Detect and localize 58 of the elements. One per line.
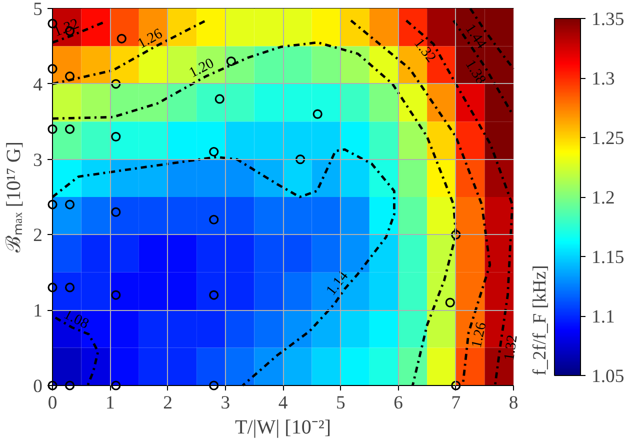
point: [451, 380, 461, 390]
annotation: 1.32: [410, 36, 439, 66]
x-tick-label: 1: [105, 392, 115, 414]
color-bar-label: 1.15: [592, 247, 624, 268]
point: [445, 298, 455, 308]
point: [312, 109, 322, 119]
point: [214, 94, 224, 104]
point: [111, 207, 121, 217]
point: [111, 132, 121, 142]
point: [48, 64, 58, 74]
y-tick-label: 2: [33, 225, 42, 246]
y-tick-label: 5: [33, 0, 42, 20]
point: [48, 200, 58, 210]
point: [451, 230, 461, 240]
annotation: 1.32: [52, 16, 82, 40]
color-bar-label: 1.2: [592, 188, 615, 208]
x-tick-label: 5: [336, 392, 346, 414]
annotation: 1.26: [135, 26, 166, 52]
annotation: 1.38: [462, 57, 489, 88]
color-bar-label: 1.35: [592, 9, 624, 30]
y-tick-label: 3: [33, 150, 42, 171]
point: [116, 34, 126, 44]
annotation: 1.08: [61, 306, 92, 332]
x-tick-label: 2: [163, 392, 172, 414]
color-bar-label: 1.05: [592, 366, 624, 387]
x-tick-label: 8: [508, 392, 518, 414]
point: [64, 72, 75, 82]
point: [48, 380, 58, 390]
point: [64, 200, 75, 210]
y-tick-label: 0: [33, 376, 42, 397]
color-bar-label: 1.1: [592, 306, 615, 328]
annotation: 1.20: [186, 55, 217, 82]
point: [64, 124, 75, 134]
point: [209, 380, 219, 390]
point: [111, 290, 121, 300]
point: [48, 124, 58, 134]
point: [111, 380, 121, 390]
x-tick-label: 6: [394, 392, 403, 414]
x-tick-label: 0: [48, 392, 58, 414]
x-tick-label: 4: [278, 392, 288, 414]
color-bar-label: 1.25: [592, 128, 624, 149]
y-tick-label: 1: [33, 300, 42, 322]
point: [209, 146, 219, 157]
point: [226, 56, 236, 66]
annotation: 1.44: [462, 21, 490, 52]
y-tick-label: 4: [33, 74, 44, 96]
x-axis-title: T/|W| [10⁻²]: [235, 416, 331, 438]
point: [48, 282, 58, 292]
x-tick-label: 3: [220, 392, 230, 414]
annotation: 1.32: [501, 334, 521, 362]
point: [295, 154, 306, 164]
point: [111, 79, 121, 89]
color-bar-title: f_2f/f_F [kHz]: [530, 265, 550, 376]
point: [64, 380, 75, 390]
x-tick-label: 7: [451, 392, 461, 414]
annotation: 1.26: [468, 320, 490, 350]
color-bar-label: 1.3: [592, 68, 615, 90]
y-axis-title: ℬₘₐₓ [10¹⁷ G]: [3, 141, 26, 252]
